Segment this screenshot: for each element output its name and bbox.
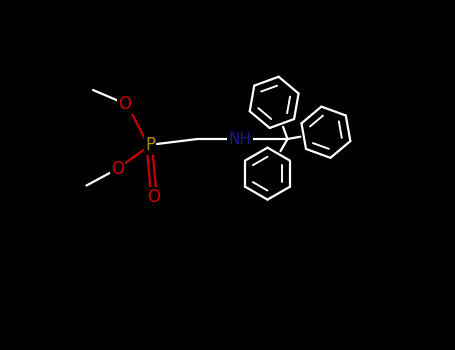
Text: P: P — [145, 136, 155, 154]
Text: O: O — [118, 95, 131, 113]
Text: O: O — [111, 160, 124, 178]
Text: O: O — [147, 189, 161, 206]
Text: NH: NH — [228, 132, 252, 147]
